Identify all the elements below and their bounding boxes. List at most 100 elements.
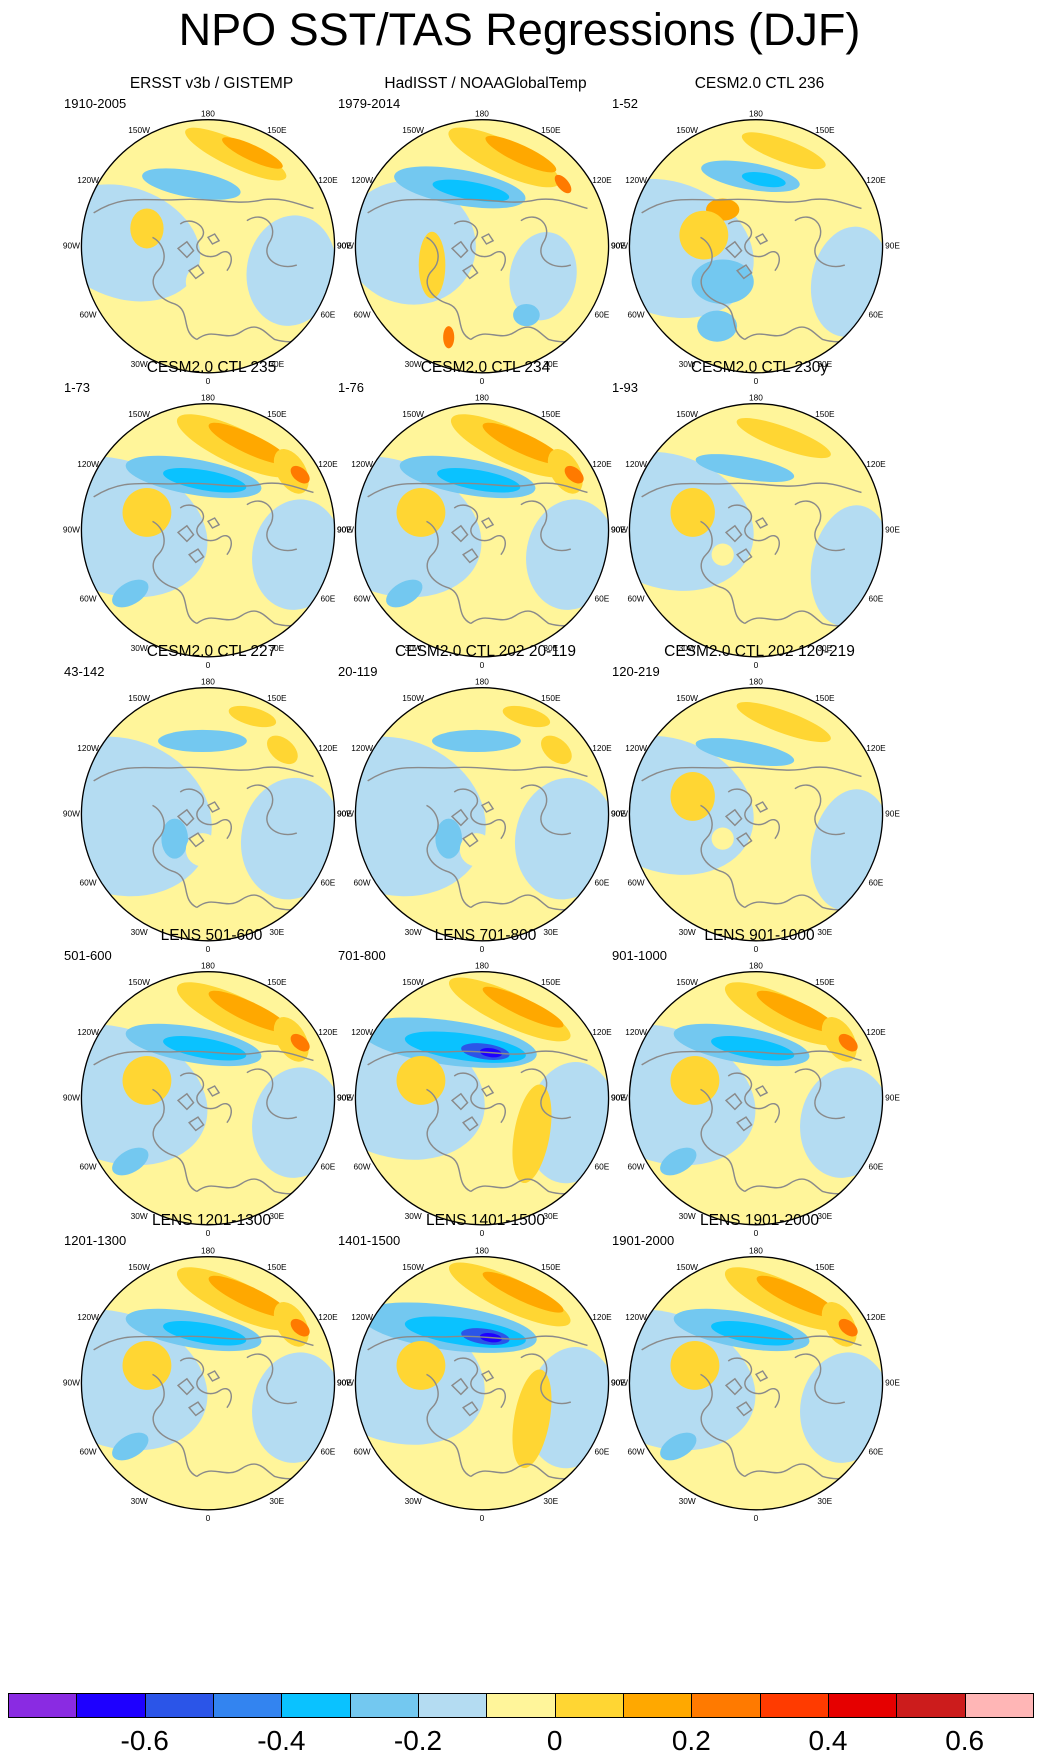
longitude-label: 60W (80, 1161, 97, 1171)
figure-title: NPO SST/TAS Regressions (DJF) (178, 4, 861, 55)
longitude-label: 120W (77, 459, 99, 469)
coastline (93, 766, 314, 782)
longitude-label: 120E (318, 743, 338, 753)
polar-map: 180 150E 120E 90E 60E 30E 0 30W 60W 90W 120W 150W (63, 1245, 353, 1523)
anomaly-patch (355, 736, 486, 897)
panel-years: 1-76 (338, 380, 365, 395)
longitude-label: 120E (592, 743, 612, 753)
anomaly-patch (163, 467, 247, 493)
coastline (152, 236, 198, 341)
longitude-label: 150W (128, 409, 150, 419)
longitude-label: 60W (354, 1446, 371, 1456)
anomaly-patch (112, 1432, 149, 1461)
longitude-label: 30W (679, 1211, 696, 1221)
longitude-label: 0 (480, 944, 485, 954)
longitude-label: 60E (869, 877, 884, 887)
panel-title: CESM2.0 CTL 202 120-219 (664, 643, 855, 660)
coastline (176, 517, 221, 564)
longitude-label: 0 (206, 376, 211, 386)
longitude-label: 30E (543, 643, 558, 653)
longitude-label: 30W (131, 359, 148, 369)
anomaly-patch (695, 738, 795, 767)
longitude-label: 120W (625, 743, 647, 753)
longitude-label: 120E (866, 1312, 886, 1322)
coastline (641, 1335, 862, 1351)
longitude-label: 120W (625, 459, 647, 469)
anomaly-patch (541, 735, 572, 765)
anomaly-patch (554, 174, 572, 194)
coastline (700, 1373, 746, 1478)
colorbar-tick-label: 0 (546, 1725, 563, 1756)
longitude-label: 30E (269, 643, 284, 653)
coastline (727, 1072, 780, 1124)
longitude-label: 30E (269, 1211, 284, 1221)
longitude-label: 60W (354, 593, 371, 603)
longitude-label: 90E (337, 808, 352, 818)
longitude-label: 150W (128, 693, 150, 703)
anomaly-patch (448, 127, 560, 188)
longitude-label: 30W (405, 643, 422, 653)
anomaly-patch (161, 818, 189, 859)
longitude-label: 150E (541, 125, 561, 135)
anomaly-patch (396, 1056, 446, 1105)
panel-years: 1-73 (64, 380, 91, 395)
longitude-label: 60W (80, 1446, 97, 1456)
longitude-label: 180 (201, 108, 215, 118)
longitude-label: 180 (475, 676, 489, 686)
longitude-label: 60E (321, 877, 336, 887)
anomaly-patch (208, 1275, 290, 1318)
anomaly-patch (163, 1320, 247, 1346)
map-boundary (628, 118, 884, 374)
polar-map: 180 150E 120E 90E 60E 30E 0 30W 60W 90W 120W 150W (63, 676, 353, 954)
coastline (176, 1370, 221, 1417)
anomaly-patch (418, 231, 446, 299)
anomaly-patch (81, 1024, 208, 1166)
map-panel: LENS 501-600 180 150E 120E 90E 60E 30E 0 30W 60W 9… (58, 927, 365, 1247)
longitude-label: 120E (866, 459, 886, 469)
anomaly-patch (443, 326, 455, 349)
longitude-label: 150E (541, 693, 561, 703)
longitude-label: 120W (351, 743, 373, 753)
longitude-label: 60E (595, 1161, 610, 1171)
anomaly-patch (756, 1275, 838, 1318)
longitude-label: 120E (318, 1312, 338, 1322)
anomaly-patch (252, 1067, 335, 1178)
longitude-label: 150W (676, 977, 698, 987)
coastline (520, 500, 572, 552)
longitude-label: 150E (267, 693, 287, 703)
coastline (426, 1088, 472, 1193)
anomaly-patch (741, 132, 826, 170)
map-panel: CESM2.0 CTL 235 180 150E 120E 90E 60E 30E 0 30W 6… (58, 359, 365, 679)
panel-years: 120-219 (612, 664, 660, 679)
anomaly-patch (396, 488, 446, 537)
longitude-label: 30E (269, 1496, 284, 1506)
anomaly-patch (800, 1352, 883, 1463)
coastline (450, 517, 495, 564)
anomaly-patch (711, 1035, 795, 1061)
map-panel: LENS 901-1000 180 150E 120E 90E 60E 30E 0 30W 60W… (606, 927, 913, 1247)
panel-years: 43-142 (64, 664, 105, 679)
longitude-label: 120W (625, 1312, 647, 1322)
longitude-label: 0 (480, 1228, 485, 1238)
longitude-label: 150E (815, 1262, 835, 1272)
longitude-label: 60E (595, 877, 610, 887)
longitude-label: 30E (817, 927, 832, 937)
longitude-label: 150E (267, 1262, 287, 1272)
anomaly-patch (629, 1309, 756, 1451)
map-boundary (354, 686, 610, 942)
anomaly-patch (252, 1352, 335, 1463)
anomaly-patch (81, 184, 201, 302)
map-panel: ERSST v3b / GISTEMP 180 150E 120E 90E 60E 30E 0… (58, 75, 365, 395)
anomaly-patch (208, 422, 290, 465)
anomaly-patch (525, 1347, 609, 1469)
map-boundary (80, 402, 336, 658)
longitude-label: 120E (592, 1027, 612, 1037)
polar-map: 180 150E 120E 90E 60E 30E 0 30W 60W 90W 120W 150W (337, 108, 627, 386)
longitude-label: 60E (869, 1446, 884, 1456)
panel-years: 1401-1500 (338, 1233, 401, 1248)
anomaly-patch (228, 705, 277, 728)
panel-title: HadISST / NOAAGlobalTemp (384, 75, 587, 92)
colorbar-swatch (896, 1693, 966, 1718)
map-panel: CESM2.0 CTL 227 180 150E 120E 90E 60E 30E 0 30W 6… (58, 643, 365, 963)
longitude-label: 30W (679, 927, 696, 937)
